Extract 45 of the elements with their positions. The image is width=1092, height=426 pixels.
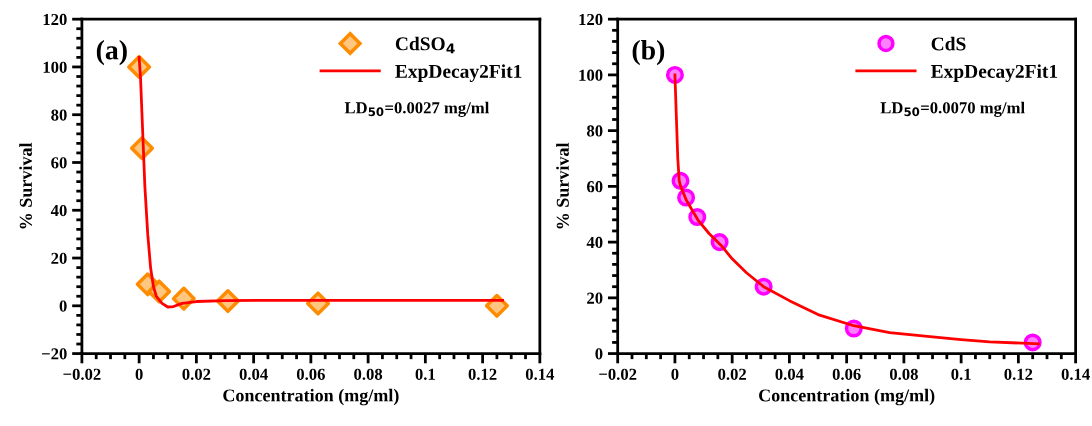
- y-tick-label: 60: [587, 181, 603, 193]
- annotation: (b): [632, 40, 665, 66]
- y-tick-label: 100: [579, 69, 603, 81]
- y-tick-label: 0: [595, 348, 603, 360]
- x-tick-label: 0.12: [468, 368, 497, 380]
- y-tick-label: 0: [59, 300, 67, 312]
- y-tick-label: 20: [587, 292, 603, 304]
- y-tick-label: 120: [43, 13, 67, 26]
- x-tick-label: 0: [135, 368, 143, 380]
- legend-label: ExpDecay2Fit1: [395, 64, 522, 82]
- y-tick-label: −20: [42, 348, 67, 360]
- x-tick-label: 0.04: [775, 368, 804, 380]
- x-tick-label: 0.04: [239, 368, 268, 380]
- y-axis-title: % Survival: [556, 142, 569, 229]
- x-tick-label: −0.02: [63, 368, 101, 380]
- y-tick-label: 80: [51, 109, 67, 121]
- x-tick-label: 0.06: [832, 368, 861, 380]
- y-tick-label: 40: [586, 236, 603, 249]
- annotation: (a): [96, 40, 127, 66]
- legend-label: CdSO$_{4}$: [395, 36, 455, 54]
- x-tick-label: 0.14: [525, 368, 555, 380]
- x-tick-label: 0.1: [415, 368, 435, 380]
- y-tick-label: 80: [586, 125, 603, 137]
- x-tick-label: 0.14: [1061, 368, 1090, 380]
- x-tick-label: 0.1: [951, 368, 971, 380]
- annotation: LD$_{50}$=0.0027 mg/ml: [344, 101, 490, 117]
- legend-label: ExpDecay2Fit1: [931, 64, 1058, 82]
- y-tick-label: 20: [51, 252, 67, 264]
- x-axis-title: Concentration (mg/ml): [759, 388, 935, 406]
- annotation: LD$_{50}$=0.0070 mg/ml: [880, 101, 1025, 117]
- x-tick-label: −0.02: [599, 368, 637, 380]
- x-tick-label: 0.08: [889, 368, 918, 380]
- x-tick-label: 0.08: [354, 368, 383, 380]
- x-tick-label: 0.06: [296, 368, 325, 380]
- x-tick-label: 0.02: [182, 368, 211, 380]
- x-axis-title: Concentration (mg/ml): [223, 388, 399, 406]
- x-tick-label: 0: [671, 368, 679, 380]
- x-tick-label: 0.02: [718, 368, 747, 380]
- x-tick-label: 0.12: [1004, 368, 1033, 380]
- y-tick-label: 100: [43, 61, 67, 73]
- y-tick-label: 40: [50, 204, 67, 217]
- y-axis-title: % Survival: [19, 142, 32, 229]
- legend-label: CdS: [931, 36, 966, 51]
- y-tick-label: 120: [579, 13, 603, 26]
- y-tick-label: 60: [51, 157, 67, 169]
